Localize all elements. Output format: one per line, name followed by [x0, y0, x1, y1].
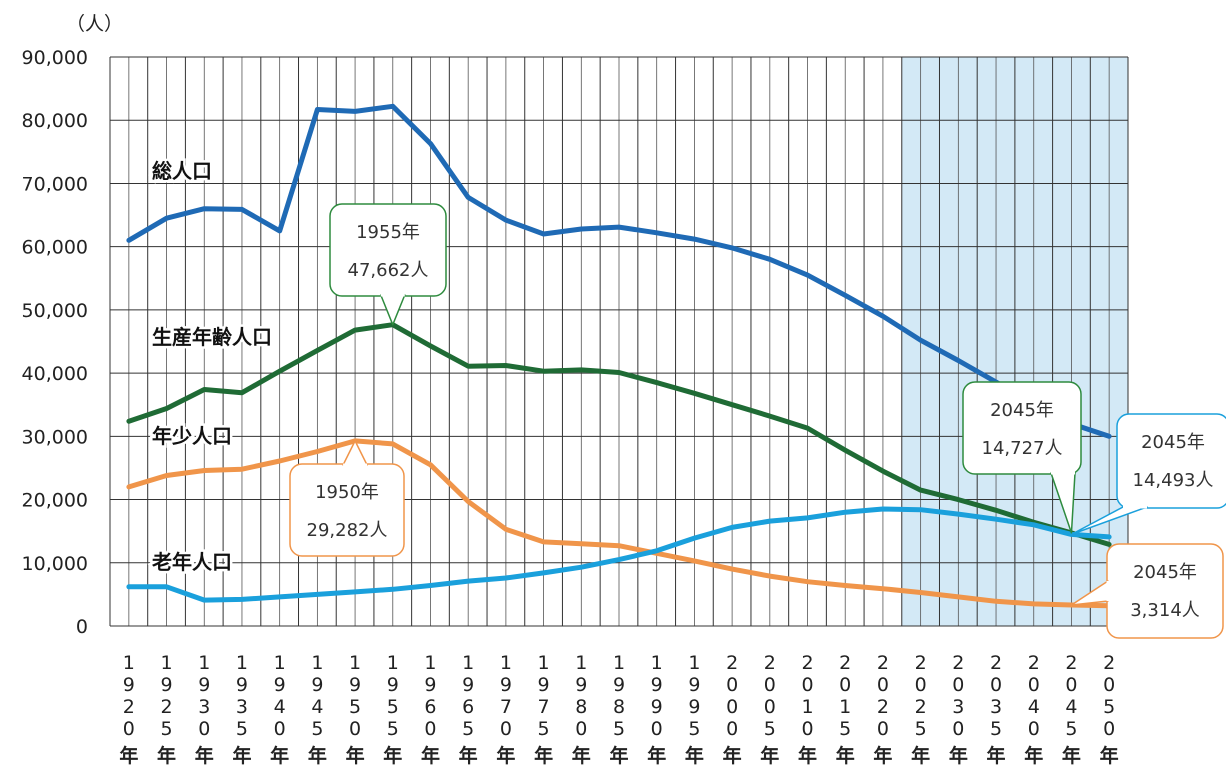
series-line-2 [126, 438, 1112, 609]
series-label: 生産年齢人口 [152, 325, 272, 349]
callout-year: 1950年 [315, 482, 379, 503]
y-axis-unit-label: （人） [66, 13, 123, 35]
series-label: 総人口 [152, 159, 212, 183]
y-tick-label: 80,000 [22, 110, 88, 132]
y-tick-label: 10,000 [22, 553, 88, 575]
y-tick-label: 50,000 [22, 300, 88, 322]
callout-year: 2045年 [990, 400, 1054, 421]
y-tick-label: 20,000 [22, 490, 88, 512]
series-line-3 [126, 506, 1112, 603]
y-tick-label: 30,000 [22, 426, 88, 448]
callout-year: 2045年 [1141, 432, 1205, 453]
callout-value: 14,493人 [1133, 470, 1214, 491]
x-tick-labels: 1 9 2 0 年 1 9 2 5 年 1 9 3 0 年 1 9 3 5 年 1 9 4 0 年 1 9 4 5 年 1 9 5 0 年 1 9 5 5 年… [119, 652, 1118, 767]
callout: 1950年 29,282人 [289, 440, 405, 557]
callout: 2045年 3,314人 [1070, 543, 1224, 639]
series-lines [126, 103, 1112, 609]
y-tick-label: 90,000 [22, 47, 88, 69]
y-tick-label: 40,000 [22, 363, 88, 385]
callout: 2045年 14,493人 [1070, 413, 1226, 536]
y-tick-label: 70,000 [22, 173, 88, 195]
callout-value: 3,314人 [1130, 600, 1200, 621]
callout-year: 2045年 [1133, 562, 1197, 583]
y-tick-label: 0 [76, 616, 88, 638]
series-line-0 [126, 103, 1112, 439]
y-tick-label: 60,000 [22, 237, 88, 259]
callout-year: 1955年 [356, 222, 420, 243]
series-label: 老年人口 [152, 550, 232, 574]
series-line-1 [126, 322, 1112, 547]
callout: 2045年 14,727人 [962, 381, 1082, 534]
callout-value: 29,282人 [307, 520, 388, 541]
callout: 1955年 47,662人 [329, 203, 447, 326]
y-tick-labels: 0 10,000 20,000 30,000 40,000 50,000 60,000 70,… [22, 47, 88, 638]
callout-value: 47,662人 [348, 260, 429, 281]
callout-value: 14,727人 [982, 438, 1063, 459]
series-label: 年少人口 [152, 424, 232, 448]
